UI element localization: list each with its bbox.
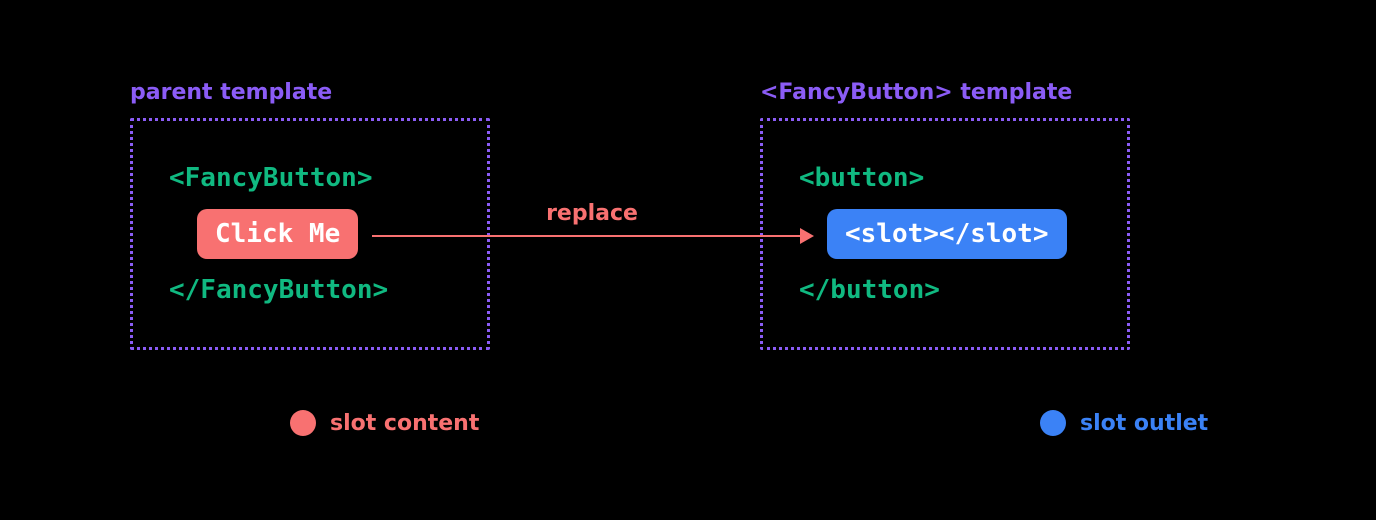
slot-outlet-pill: <slot></slot> [827, 209, 1067, 259]
slot-content-pill: Click Me [197, 209, 358, 259]
right-close-tag: </button> [799, 275, 1099, 305]
legend-slot-content-label: slot content [330, 411, 479, 436]
replace-arrow: replace [372, 235, 812, 237]
right-panel-box: <button> <slot></slot> </button> [760, 118, 1130, 350]
legend-dot-icon [290, 410, 316, 436]
left-close-tag: </FancyButton> [169, 275, 459, 305]
legend-slot-content: slot content [290, 410, 479, 436]
arrow-head-icon [800, 228, 814, 244]
right-panel-title: <FancyButton> template [760, 80, 1072, 105]
legend-slot-outlet: slot outlet [1040, 410, 1208, 436]
arrow-line [372, 235, 812, 237]
right-open-tag: <button> [799, 163, 1099, 193]
legend-dot-icon [1040, 410, 1066, 436]
arrow-label: replace [546, 201, 638, 226]
left-panel-box: <FancyButton> Click Me </FancyButton> [130, 118, 490, 350]
left-open-tag: <FancyButton> [169, 163, 459, 193]
left-panel-title: parent template [130, 80, 332, 105]
legend-slot-outlet-label: slot outlet [1080, 411, 1208, 436]
